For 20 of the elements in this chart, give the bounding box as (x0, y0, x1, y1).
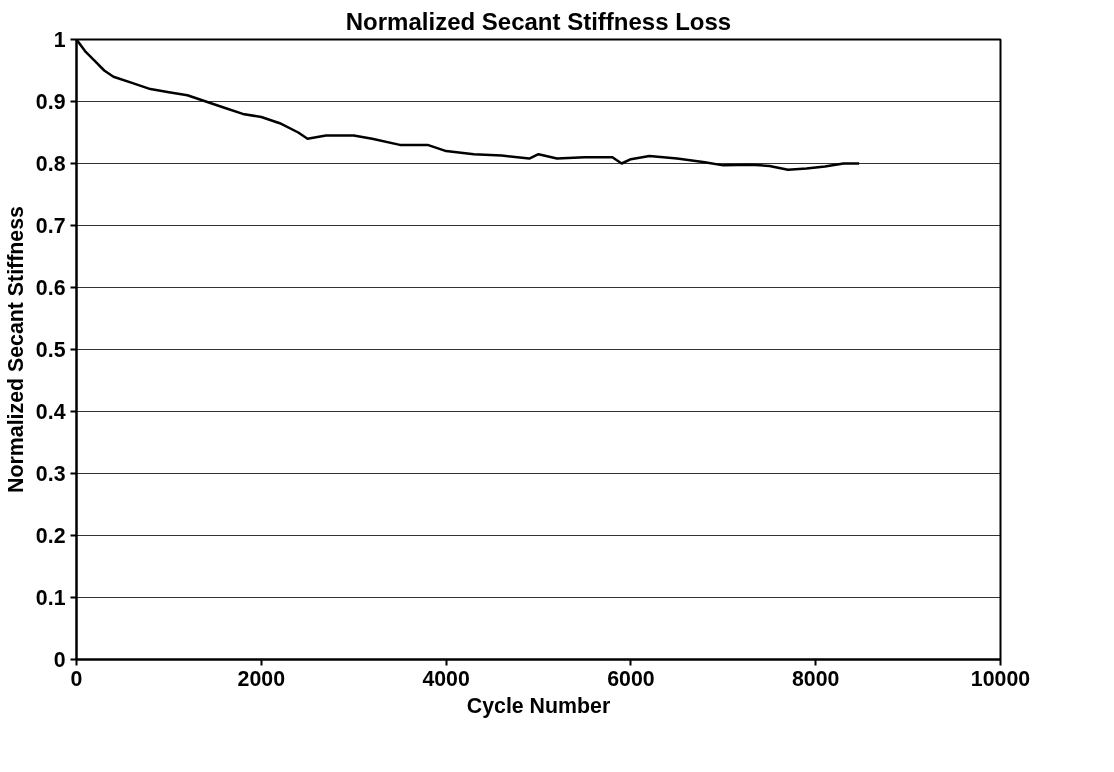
x-tick-label: 0 (70, 666, 83, 691)
y-tick-label: 0.3 (35, 462, 66, 486)
y-tick-label: 0.1 (35, 586, 66, 610)
y-tick-label: 0.6 (35, 276, 66, 300)
x-axis-title: Cycle Number (466, 693, 611, 718)
x-tick-label: 10000 (970, 666, 1031, 691)
y-tick-label: 0.7 (35, 214, 66, 238)
y-tick-label: 1 (53, 28, 66, 52)
y-tick-label: 0.8 (35, 152, 66, 176)
x-tick-label: 6000 (607, 666, 655, 691)
x-tick-label: 4000 (422, 666, 470, 691)
x-tick-label: 8000 (791, 666, 840, 691)
y-tick-label: 0.4 (35, 400, 66, 424)
y-axis-title: Normalized Secant Stiffness (3, 206, 28, 493)
chart-title: Normalized Secant Stiffness Loss (345, 7, 732, 35)
y-tick-label: 0 (53, 648, 66, 672)
y-tick-label: 0.5 (35, 338, 66, 362)
y-tick-label: 0.2 (35, 524, 66, 548)
x-tick-label: 2000 (237, 666, 286, 691)
y-tick-label: 0.9 (35, 90, 66, 114)
